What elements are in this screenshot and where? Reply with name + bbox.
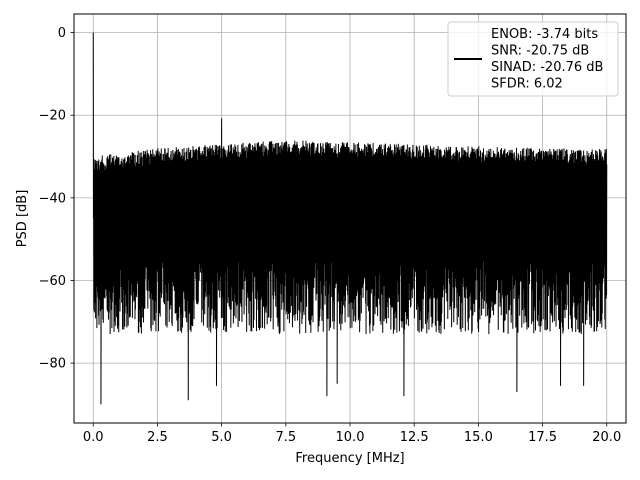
x-tick-label: 12.5 — [400, 430, 429, 445]
x-tick-label: 15.0 — [464, 430, 493, 445]
y-tick-label: −40 — [39, 191, 66, 206]
x-tick-label: 10.0 — [336, 430, 365, 445]
y-tick-label: −80 — [39, 357, 66, 372]
y-axis: 0 −20 −40 −60 −80 — [39, 26, 74, 372]
legend-entry: SINAD: -20.76 dB — [491, 60, 603, 75]
legend: ENOB: -3.74 bits SNR: -20.75 dB SINAD: -… — [447, 21, 619, 97]
legend-entry: SFDR: 6.02 — [491, 77, 563, 92]
legend-box — [447, 21, 619, 97]
x-tick-label: 17.5 — [528, 430, 557, 445]
legend-entry: SNR: -20.75 dB — [491, 44, 589, 59]
legend-entry: ENOB: -3.74 bits — [491, 27, 598, 42]
x-tick-label: 20.0 — [592, 430, 621, 445]
x-tick-label: 7.5 — [275, 430, 296, 445]
plot-area — [92, 32, 608, 405]
x-tick-label: 0.0 — [83, 430, 104, 445]
x-tick-label: 2.5 — [147, 430, 168, 445]
x-axis-label: Frequency [MHz] — [295, 451, 404, 466]
y-tick-label: −60 — [39, 274, 66, 289]
x-tick-label: 5.0 — [211, 430, 232, 445]
y-axis-label: PSD [dB] — [15, 190, 30, 248]
psd-series-line — [92, 32, 608, 405]
x-axis: 0.0 2.5 5.0 7.5 10.0 12.5 15.0 17.5 20.0 — [83, 423, 621, 445]
y-tick-label: −20 — [39, 109, 66, 124]
y-tick-label: 0 — [58, 26, 66, 41]
